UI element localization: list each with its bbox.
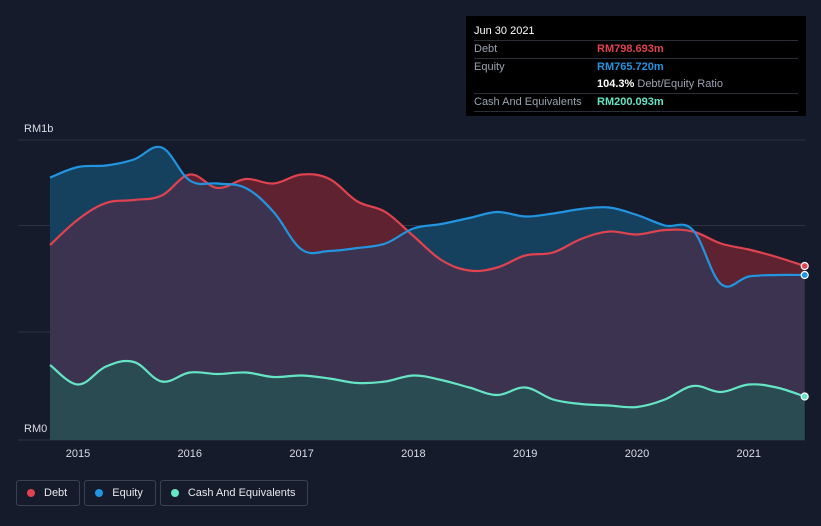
tooltip-row-ratio: 104.3% Debt/Equity Ratio (474, 76, 798, 94)
cash-end-marker (800, 392, 809, 401)
tooltip-ratio-value: 104.3% (597, 78, 635, 90)
tooltip-equity-label: Equity (474, 61, 505, 73)
tooltip-equity-value: RM765.720m (597, 61, 664, 73)
cash-area (50, 360, 805, 440)
tooltip-cash-label: Cash And Equivalents (474, 96, 582, 108)
tooltip-debt-label: Debt (474, 43, 498, 55)
x-tick-label: 2019 (513, 448, 537, 460)
x-tick-label: 2021 (737, 448, 761, 460)
legend: Debt Equity Cash And Equivalents (16, 480, 309, 506)
x-tick-label: 2018 (401, 448, 425, 460)
tooltip-date: Jun 30 2021 (474, 22, 798, 41)
x-tick-label: 2016 (178, 448, 202, 460)
cash-dot-icon (170, 489, 179, 497)
tooltip-row-cash: Cash And Equivalents RM200.093m (474, 94, 798, 112)
tooltip-row-equity: Equity RM765.720m (474, 59, 798, 76)
legend-label-debt: Debt (44, 487, 68, 499)
x-tick-label: 2017 (289, 448, 313, 460)
legend-item-equity[interactable]: Equity (84, 480, 156, 506)
legend-item-cash[interactable]: Cash And Equivalents (159, 480, 309, 506)
tooltip-cash-value: RM200.093m (597, 96, 664, 108)
x-tick-label: 2015 (66, 448, 90, 460)
debt-line (49, 173, 806, 273)
tooltip-ratio-label: Debt/Equity Ratio (637, 78, 723, 90)
series-lines (49, 145, 806, 409)
legend-label-cash: Cash And Equivalents (187, 487, 296, 499)
debt-dot-icon (27, 489, 35, 497)
legend-item-debt[interactable]: Debt (16, 480, 81, 506)
tooltip-debt-value: RM798.693m (597, 43, 664, 55)
cash-line (49, 359, 806, 409)
x-tick-label: 2020 (625, 448, 649, 460)
y-label-bottom: RM0 (24, 423, 47, 435)
end-markers (800, 261, 809, 401)
axis-labels: RM1b RM0 2015 2016 2017 2018 2019 2020 2021 (24, 123, 761, 460)
debt-end-marker (800, 261, 809, 271)
tooltip-panel: Jun 30 2021 Debt RM798.693m Equity RM765… (466, 16, 806, 116)
legend-label-equity: Equity (112, 487, 143, 499)
y-label-top: RM1b (24, 123, 53, 135)
tooltip-row-debt: Debt RM798.693m (474, 41, 798, 59)
equity-dot-icon (95, 489, 104, 497)
equity-end-marker (800, 270, 809, 280)
equity-line (49, 145, 805, 288)
